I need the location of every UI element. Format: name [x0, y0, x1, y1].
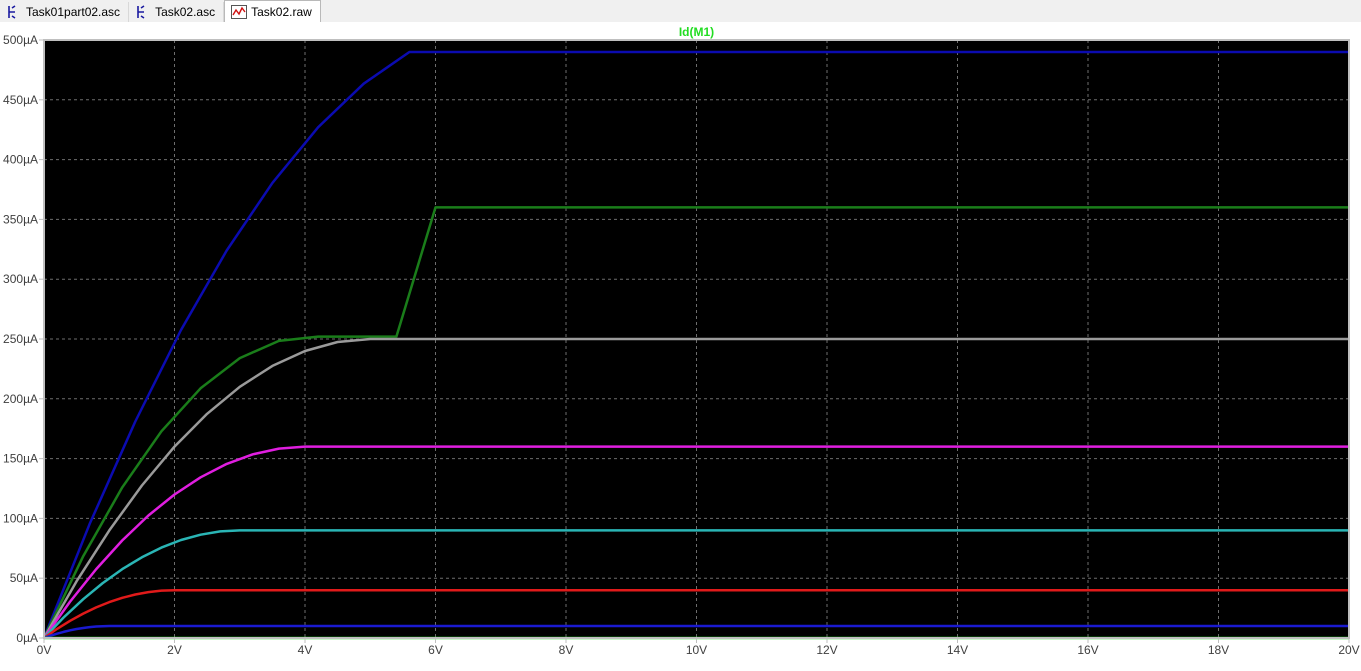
tab-label: Task02.asc: [155, 5, 216, 19]
x-tick-label: 12V: [816, 643, 837, 657]
document-tab-bar: Task01part02.asc Task02.asc Task02.raw: [0, 0, 1361, 23]
trace-line-4: [43, 529, 1349, 639]
x-tick-label: 14V: [947, 643, 968, 657]
y-tick-label: 100µA: [3, 511, 38, 525]
y-tick-label: 400µA: [3, 153, 38, 167]
tab-task02-asc[interactable]: Task02.asc: [129, 2, 225, 22]
x-tick-label: 16V: [1077, 643, 1098, 657]
tab-label: Task02.raw: [251, 4, 312, 19]
y-tick-label: 300µA: [3, 272, 38, 286]
waveform-plot[interactable]: 0V 2V 4V 6V 8V 10V 12V 14V 16V 18V 20V 0µA 50µA 100µA…: [0, 22, 1361, 671]
y-tick-label: 350µA: [3, 212, 38, 226]
trace-title[interactable]: Id(M1): [679, 25, 714, 39]
x-tick-label: 18V: [1208, 643, 1229, 657]
x-tick-label: 10V: [686, 643, 707, 657]
y-tick-label: 200µA: [3, 392, 38, 406]
tab-task02-raw[interactable]: Task02.raw: [224, 0, 321, 22]
grid: [44, 40, 1349, 638]
trace-line-2: [42, 337, 1349, 639]
tab-label: Task01part02.asc: [26, 5, 121, 19]
x-tick-label: 20V: [1338, 643, 1359, 657]
trace-line-3: [42, 445, 1349, 639]
trace-line-6: [43, 624, 1349, 640]
y-tick-label: 250µA: [3, 332, 38, 346]
y-tick-label: 0µA: [16, 631, 38, 645]
x-tick-label: 6V: [428, 643, 443, 657]
y-tick-label: 450µA: [3, 93, 38, 107]
y-tick-label: 500µA: [3, 33, 38, 47]
trace-line-0: [42, 50, 1349, 639]
tab-task01part02-asc[interactable]: Task01part02.asc: [0, 2, 130, 22]
plot-pane[interactable]: 0V 2V 4V 6V 8V 10V 12V 14V 16V 18V 20V 0µA 50µA 100µA…: [0, 22, 1361, 671]
x-tick-label: 8V: [559, 643, 574, 657]
x-tick-label: 2V: [167, 643, 182, 657]
x-tick-label: 4V: [298, 643, 313, 657]
y-tick-label: 50µA: [10, 571, 38, 585]
trace-line-5: [43, 588, 1349, 640]
trace-line-1: [42, 206, 1349, 639]
schematic-icon: [135, 5, 151, 19]
axis-ticks: 0V 2V 4V 6V 8V 10V 12V 14V 16V 18V 20V 0µA 50µA 100µA…: [3, 33, 1360, 657]
y-tick-label: 150µA: [3, 452, 38, 466]
x-tick-label: 0V: [37, 643, 52, 657]
schematic-icon: [6, 5, 22, 19]
waveform-icon: [231, 4, 248, 19]
